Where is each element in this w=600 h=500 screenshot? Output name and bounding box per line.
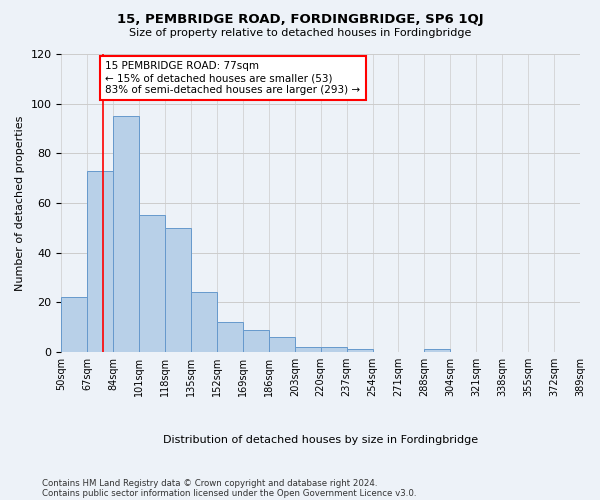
Text: Contains HM Land Registry data © Crown copyright and database right 2024.: Contains HM Land Registry data © Crown c… (42, 478, 377, 488)
Bar (347, 350, 373, 352)
Bar (269, 337, 295, 352)
Bar (217, 322, 243, 352)
Bar (88, 170, 113, 352)
Text: Size of property relative to detached houses in Fordingbridge: Size of property relative to detached ho… (129, 28, 471, 38)
Text: Contains public sector information licensed under the Open Government Licence v3: Contains public sector information licen… (42, 489, 416, 498)
Text: 15 PEMBRIDGE ROAD: 77sqm
← 15% of detached houses are smaller (53)
83% of semi-d: 15 PEMBRIDGE ROAD: 77sqm ← 15% of detach… (106, 62, 361, 94)
Bar (113, 116, 139, 352)
Text: 15, PEMBRIDGE ROAD, FORDINGBRIDGE, SP6 1QJ: 15, PEMBRIDGE ROAD, FORDINGBRIDGE, SP6 1… (116, 12, 484, 26)
Bar (243, 330, 269, 352)
Bar (61, 298, 88, 352)
Bar (321, 347, 347, 352)
Y-axis label: Number of detached properties: Number of detached properties (15, 116, 25, 290)
Bar (191, 292, 217, 352)
Bar (139, 216, 165, 352)
X-axis label: Distribution of detached houses by size in Fordingbridge: Distribution of detached houses by size … (163, 435, 478, 445)
Bar (165, 228, 191, 352)
Bar (424, 350, 451, 352)
Bar (295, 347, 321, 352)
